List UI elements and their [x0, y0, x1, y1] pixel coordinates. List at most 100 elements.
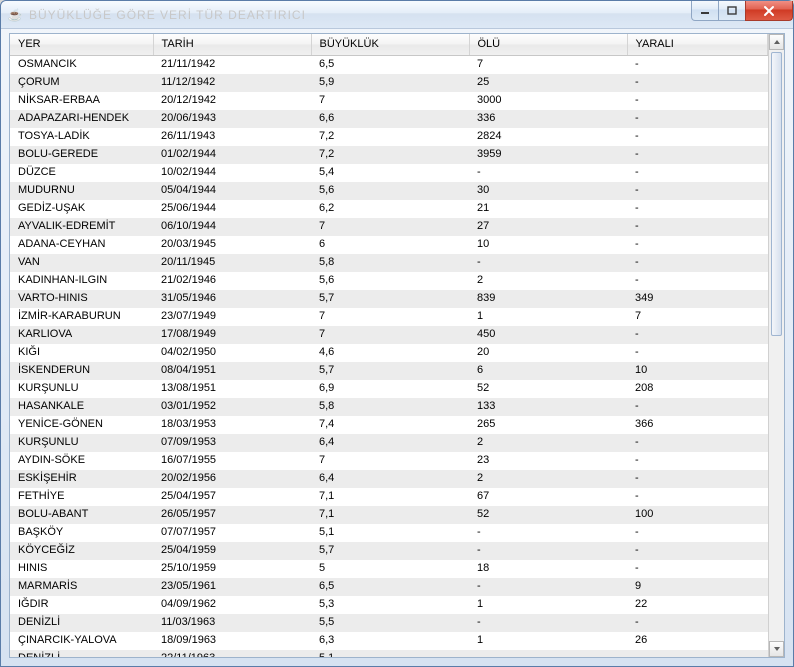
cell-olu[interactable]: 2824 [469, 128, 627, 146]
cell-tarih[interactable]: 05/04/1944 [153, 182, 311, 200]
minimize-button[interactable] [691, 1, 719, 21]
table-row[interactable]: ADAPAZARI-HENDEK20/06/19436,6336- [10, 110, 768, 128]
cell-yer[interactable]: ADAPAZARI-HENDEK [10, 110, 153, 128]
table-row[interactable]: ÇORUM11/12/19425,925- [10, 74, 768, 92]
cell-yer[interactable]: ESKİŞEHİR [10, 470, 153, 488]
cell-tarih[interactable]: 25/04/1959 [153, 542, 311, 560]
cell-yarali[interactable]: 10 [627, 362, 768, 380]
cell-yer[interactable]: KADINHAN-ILGIN [10, 272, 153, 290]
col-header-tarih[interactable]: TARİH [153, 34, 311, 55]
scroll-down-button[interactable] [769, 641, 784, 657]
cell-tarih[interactable]: 20/03/1945 [153, 236, 311, 254]
cell-buyukluk[interactable]: 6,5 [311, 55, 469, 74]
cell-buyukluk[interactable]: 5,6 [311, 272, 469, 290]
cell-olu[interactable]: 450 [469, 326, 627, 344]
scroll-up-button[interactable] [769, 34, 784, 50]
cell-yarali[interactable]: - [627, 236, 768, 254]
cell-yarali[interactable]: - [627, 614, 768, 632]
cell-buyukluk[interactable]: 6 [311, 236, 469, 254]
cell-tarih[interactable]: 25/10/1959 [153, 560, 311, 578]
cell-tarih[interactable]: 20/06/1943 [153, 110, 311, 128]
cell-buyukluk[interactable]: 6,2 [311, 200, 469, 218]
cell-tarih[interactable]: 21/11/1942 [153, 55, 311, 74]
cell-olu[interactable]: - [469, 578, 627, 596]
cell-yer[interactable]: KURŞUNLU [10, 434, 153, 452]
cell-buyukluk[interactable]: 5,3 [311, 596, 469, 614]
cell-yer[interactable]: GEDİZ-UŞAK [10, 200, 153, 218]
cell-yarali[interactable]: 208 [627, 380, 768, 398]
cell-yarali[interactable]: - [627, 524, 768, 542]
cell-yarali[interactable]: - [627, 254, 768, 272]
cell-yer[interactable]: KIĞI [10, 344, 153, 362]
cell-tarih[interactable]: 13/08/1951 [153, 380, 311, 398]
cell-tarih[interactable]: 18/09/1963 [153, 632, 311, 650]
cell-olu[interactable]: 265 [469, 416, 627, 434]
scroll-track[interactable] [769, 50, 784, 641]
cell-olu[interactable]: 21 [469, 200, 627, 218]
cell-buyukluk[interactable]: 5,8 [311, 398, 469, 416]
cell-yarali[interactable]: - [627, 470, 768, 488]
cell-buyukluk[interactable]: 6,4 [311, 470, 469, 488]
table-row[interactable]: ADANA-CEYHAN20/03/1945610- [10, 236, 768, 254]
table-row[interactable]: İZMİR-KARABURUN23/07/1949717 [10, 308, 768, 326]
cell-yer[interactable]: BOLU-ABANT [10, 506, 153, 524]
cell-tarih[interactable]: 26/05/1957 [153, 506, 311, 524]
col-header-buyukluk[interactable]: BÜYÜKLÜK [311, 34, 469, 55]
cell-yer[interactable]: NİKSAR-ERBAA [10, 92, 153, 110]
cell-buyukluk[interactable]: 5,7 [311, 362, 469, 380]
cell-yer[interactable]: KÖYCEĞİZ [10, 542, 153, 560]
cell-yarali[interactable]: - [627, 110, 768, 128]
cell-olu[interactable]: 336 [469, 110, 627, 128]
cell-yarali[interactable]: - [627, 92, 768, 110]
table-row[interactable]: YENİCE-GÖNEN18/03/19537,4265366 [10, 416, 768, 434]
table-row[interactable]: KURŞUNLU13/08/19516,952208 [10, 380, 768, 398]
title-bar[interactable]: ☕ BÜYÜKLÜĞE GÖRE VERİ TÜR DEARTIRICI [1, 1, 793, 29]
table-row[interactable]: DENİZLİ22/11/19635,1-- [10, 650, 768, 658]
table-row[interactable]: İSKENDERUN08/04/19515,7610 [10, 362, 768, 380]
table-row[interactable]: DENİZLİ11/03/19635,5-- [10, 614, 768, 632]
cell-tarih[interactable]: 04/02/1950 [153, 344, 311, 362]
maximize-button[interactable] [718, 1, 746, 21]
cell-olu[interactable]: - [469, 614, 627, 632]
cell-yer[interactable]: IĞDIR [10, 596, 153, 614]
cell-olu[interactable]: 23 [469, 452, 627, 470]
cell-yarali[interactable]: 22 [627, 596, 768, 614]
cell-tarih[interactable]: 22/11/1963 [153, 650, 311, 658]
cell-tarih[interactable]: 20/12/1942 [153, 92, 311, 110]
cell-yer[interactable]: AYDIN-SÖKE [10, 452, 153, 470]
table-row[interactable]: TOSYA-LADİK26/11/19437,22824- [10, 128, 768, 146]
cell-buyukluk[interactable]: 5,1 [311, 524, 469, 542]
cell-olu[interactable]: 20 [469, 344, 627, 362]
cell-yarali[interactable]: - [627, 128, 768, 146]
table-row[interactable]: VARTO-HINIS31/05/19465,7839349 [10, 290, 768, 308]
table-row[interactable]: KÖYCEĞİZ25/04/19595,7-- [10, 542, 768, 560]
cell-buyukluk[interactable]: 7,1 [311, 506, 469, 524]
cell-buyukluk[interactable]: 7,2 [311, 128, 469, 146]
cell-yer[interactable]: MUDURNU [10, 182, 153, 200]
cell-yer[interactable]: VAN [10, 254, 153, 272]
col-header-yer[interactable]: YER [10, 34, 153, 55]
cell-yarali[interactable]: - [627, 55, 768, 74]
cell-tarih[interactable]: 26/11/1943 [153, 128, 311, 146]
cell-buyukluk[interactable]: 4,6 [311, 344, 469, 362]
table-row[interactable]: KARLIOVA17/08/19497450- [10, 326, 768, 344]
cell-buyukluk[interactable]: 6,6 [311, 110, 469, 128]
scroll-thumb[interactable] [771, 52, 782, 336]
cell-olu[interactable]: - [469, 524, 627, 542]
cell-buyukluk[interactable]: 5,4 [311, 164, 469, 182]
cell-yarali[interactable]: - [627, 560, 768, 578]
cell-buyukluk[interactable]: 5,6 [311, 182, 469, 200]
cell-buyukluk[interactable]: 5,8 [311, 254, 469, 272]
cell-buyukluk[interactable]: 5,7 [311, 542, 469, 560]
table-row[interactable]: NİKSAR-ERBAA20/12/194273000- [10, 92, 768, 110]
cell-tarih[interactable]: 23/07/1949 [153, 308, 311, 326]
table-row[interactable]: BOLU-GEREDE01/02/19447,23959- [10, 146, 768, 164]
cell-tarih[interactable]: 08/04/1951 [153, 362, 311, 380]
cell-yarali[interactable]: 9 [627, 578, 768, 596]
cell-yarali[interactable]: 7 [627, 308, 768, 326]
table-row[interactable]: HINIS25/10/1959518- [10, 560, 768, 578]
cell-olu[interactable]: 3959 [469, 146, 627, 164]
table-row[interactable]: GEDİZ-UŞAK25/06/19446,221- [10, 200, 768, 218]
cell-tarih[interactable]: 03/01/1952 [153, 398, 311, 416]
cell-yer[interactable]: OSMANCIK [10, 55, 153, 74]
